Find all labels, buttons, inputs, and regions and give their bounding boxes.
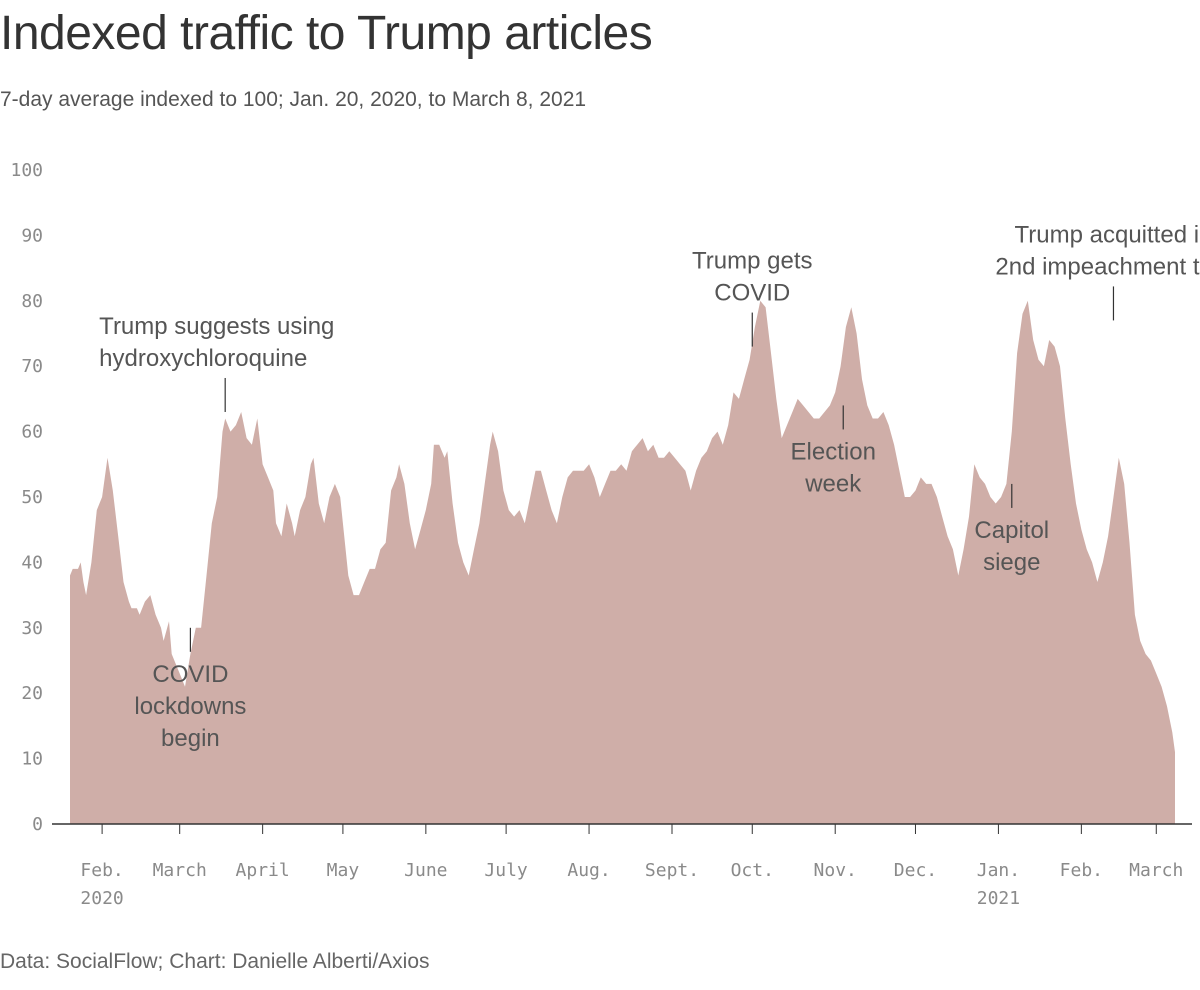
x-tick-label: Dec. <box>894 860 937 881</box>
y-tick-label-70: 70 <box>21 356 43 377</box>
y-tick-label-100: 100 <box>10 160 43 181</box>
x-tick-label: Feb. <box>1060 860 1103 881</box>
annotation-layer: COVID lockdowns begin Trump suggests using h… <box>99 221 1200 751</box>
y-tick-label-10: 10 <box>21 749 43 770</box>
x-tick-label: Sept. <box>645 860 699 881</box>
x-tick-label: July <box>484 860 528 881</box>
x-tick-label: Oct. <box>731 860 774 881</box>
x-axis: Feb. 2020 March April May June July Aug. Sept. Oc… <box>52 823 1192 909</box>
annotation-text: Trump suggests using <box>99 313 334 340</box>
x-tick-label: Feb. <box>80 860 123 881</box>
y-tick-label-50: 50 <box>21 487 43 508</box>
y-axis: 0 10 20 30 40 50 60 70 80 90 100 <box>10 160 43 835</box>
annotation-1: COVID lockdowns begin <box>134 627 246 752</box>
annotation-text: siege <box>983 549 1040 576</box>
y-tick-label-90: 90 <box>21 225 43 246</box>
x-tick-label: March <box>1129 860 1183 881</box>
x-tick-label: June <box>404 860 447 881</box>
y-tick-label-60: 60 <box>21 422 43 443</box>
annotation-text: Trump gets <box>692 248 812 275</box>
annotation-text: 2nd impeachment trial <box>995 253 1200 280</box>
y-tick-label-30: 30 <box>21 618 43 639</box>
y-tick-label-0: 0 <box>32 814 43 835</box>
traffic-area <box>70 300 1175 824</box>
chart-subtitle: 7-day average indexed to 100; Jan. 20, 2… <box>0 88 587 111</box>
annotation-text: begin <box>161 725 220 752</box>
annotation-text: Trump acquitted in <box>1015 221 1200 248</box>
x-tick-sublabel: 2020 <box>80 888 123 909</box>
x-tick-label: April <box>236 860 290 881</box>
traffic-area-chart: 0 10 20 30 40 50 60 70 80 90 100 Feb. 2020 March Apri… <box>10 160 1200 909</box>
area-layer <box>70 300 1175 824</box>
x-tick-label: March <box>153 860 207 881</box>
x-tick-label: May <box>327 860 360 881</box>
x-tick-label: Aug. <box>567 860 610 881</box>
x-tick-label: Jan. <box>977 860 1020 881</box>
chart-title: Indexed traffic to Trump articles <box>0 7 653 60</box>
annotation-2: Trump suggests using hydroxychloroquine <box>99 313 334 412</box>
annotation-text: Election <box>791 438 876 465</box>
x-tick-sublabel: 2021 <box>977 888 1020 909</box>
annotation-text: week <box>804 470 862 497</box>
x-tick-label: Nov. <box>814 860 857 881</box>
y-tick-label-20: 20 <box>21 683 43 704</box>
source-credit: Data: SocialFlow; Chart: Danielle Albert… <box>0 950 430 973</box>
annotation-6: Trump acquitted in 2nd impeachment trial <box>995 221 1200 321</box>
annotation-4: Election week <box>791 405 876 497</box>
annotation-5: Capitol siege <box>974 483 1049 576</box>
annotation-3: Trump gets COVID <box>692 248 813 347</box>
y-tick-label-40: 40 <box>21 552 43 573</box>
annotation-text: lockdowns <box>134 693 246 720</box>
annotation-text: COVID <box>152 661 228 688</box>
annotation-text: Capitol <box>974 517 1049 544</box>
annotation-text: hydroxychloroquine <box>99 345 307 372</box>
y-tick-label-80: 80 <box>21 291 43 312</box>
annotation-text: COVID <box>714 280 790 307</box>
